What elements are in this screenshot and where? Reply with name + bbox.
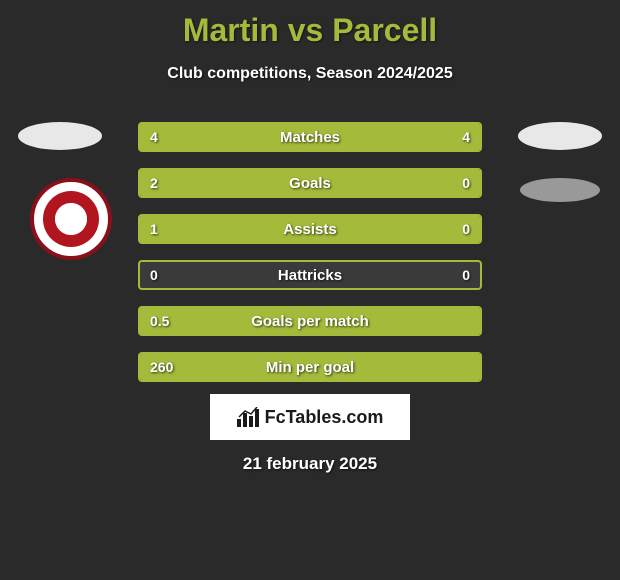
date-text: 21 february 2025 bbox=[0, 454, 620, 474]
brand-text: FcTables.com bbox=[265, 407, 384, 428]
stat-row: Min per goal260 bbox=[138, 352, 482, 382]
chart-icon bbox=[237, 407, 259, 427]
stat-value-left: 1 bbox=[150, 216, 158, 242]
subtitle: Club competitions, Season 2024/2025 bbox=[0, 65, 620, 83]
stat-label: Hattricks bbox=[140, 262, 480, 288]
stat-label: Goals bbox=[140, 170, 480, 196]
stat-value-right: 0 bbox=[462, 262, 470, 288]
page-title: Martin vs Parcell bbox=[0, 0, 620, 49]
stat-value-left: 4 bbox=[150, 124, 158, 150]
stat-value-left: 0.5 bbox=[150, 308, 169, 334]
stat-label: Matches bbox=[140, 124, 480, 150]
stat-value-right: 0 bbox=[462, 216, 470, 242]
stat-row: Matches4 4 bbox=[138, 122, 482, 152]
stat-row: Goals per match0.5 bbox=[138, 306, 482, 336]
player-right-marker-2 bbox=[520, 178, 600, 202]
stat-value-right: 0 bbox=[462, 170, 470, 196]
club-badge-inner bbox=[43, 191, 99, 247]
player-left-marker bbox=[18, 122, 102, 150]
stat-row: Hattricks0 0 bbox=[138, 260, 482, 290]
stat-value-left: 0 bbox=[150, 262, 158, 288]
player-right-marker-1 bbox=[518, 122, 602, 150]
stat-label: Assists bbox=[140, 216, 480, 242]
stat-label: Min per goal bbox=[140, 354, 480, 380]
stat-value-left: 2 bbox=[150, 170, 158, 196]
stat-row: Goals2 0 bbox=[138, 168, 482, 198]
stat-value-left: 260 bbox=[150, 354, 173, 380]
stats-bars: Matches44Goals20Assists10Hattricks00Goal… bbox=[138, 122, 482, 398]
club-badge bbox=[30, 178, 112, 260]
stat-label: Goals per match bbox=[140, 308, 480, 334]
stat-row: Assists1 0 bbox=[138, 214, 482, 244]
stat-value-right: 4 bbox=[462, 124, 470, 150]
brand-box: FcTables.com bbox=[210, 394, 410, 440]
